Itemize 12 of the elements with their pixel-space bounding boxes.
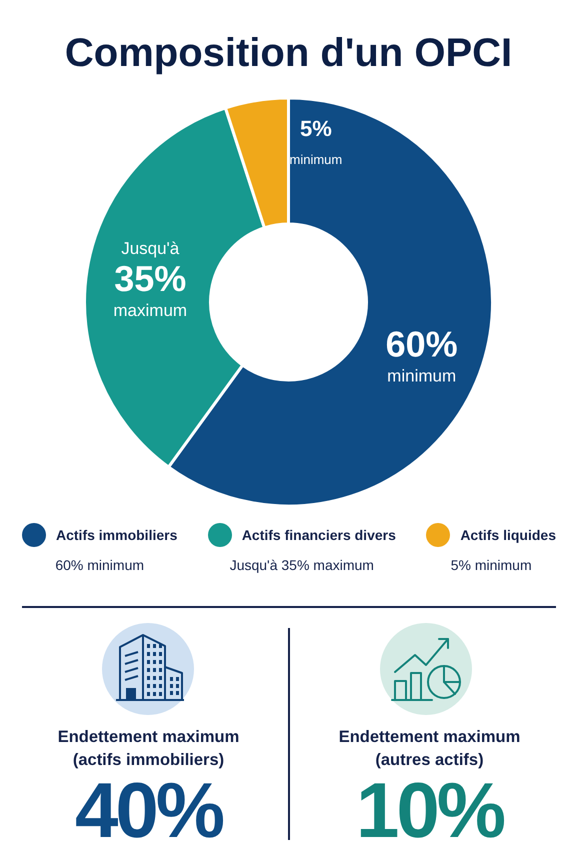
text: Endettement maximum (actifs immobiliers) — [56, 727, 240, 771]
data-label: Jusqu'à 35% maximum — [230, 557, 374, 573]
legend-label: Actifs liquides — [460, 526, 556, 545]
legend-label: Actifs immobiliers — [56, 526, 178, 545]
text: 60% minimum — [386, 323, 458, 386]
data-label: 5% minimum — [450, 557, 532, 573]
text: Endettement maximum (autres actifs) — [338, 727, 522, 771]
text: 5% minimum — [290, 116, 342, 168]
legend-label: Actifs financiers divers — [242, 526, 396, 545]
chart-title: Composition d'un OPCI — [64, 31, 512, 75]
data-label: 60% minimum — [55, 557, 144, 573]
text: Jusqu'à 35% maximum — [113, 239, 188, 320]
